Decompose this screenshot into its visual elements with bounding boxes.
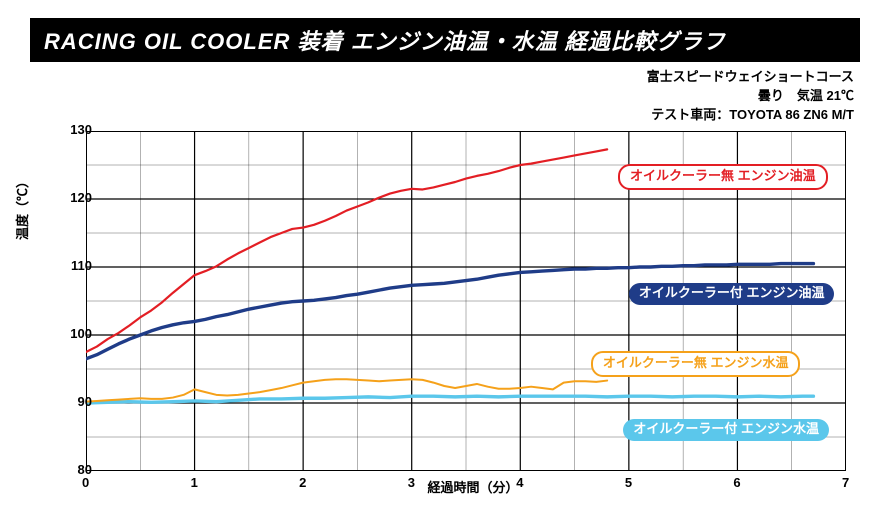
x-tick: 5 bbox=[625, 475, 632, 490]
chart-title: RACING OIL COOLER 装着 エンジン油温・水温 経過比較グラフ bbox=[30, 18, 860, 62]
x-axis-label: 経過時間（分） bbox=[86, 477, 860, 496]
x-tick: 6 bbox=[733, 475, 740, 490]
chart-area: 8090100110120130 01234567 オイルクーラー無 エンジン油… bbox=[86, 131, 860, 471]
x-tick: 1 bbox=[191, 475, 198, 490]
y-tick: 130 bbox=[70, 122, 92, 137]
chart-subtitle: 富士スピードウェイショートコース 曇り 気温 21℃ テスト車両：TOYOTA … bbox=[30, 68, 854, 125]
y-tick: 90 bbox=[78, 394, 92, 409]
x-tick: 3 bbox=[408, 475, 415, 490]
y-tick: 110 bbox=[71, 258, 92, 273]
series-label-no-cooler-water-temp: オイルクーラー無 エンジン水温 bbox=[591, 351, 801, 377]
x-tick: 7 bbox=[842, 475, 849, 490]
x-tick: 0 bbox=[82, 475, 89, 490]
subtitle-line-1: 富士スピードウェイショートコース bbox=[647, 69, 854, 84]
subtitle-line-2: 曇り 気温 21℃ bbox=[758, 88, 854, 103]
series-label-with-cooler-oil-temp: オイルクーラー付 エンジン油温 bbox=[629, 283, 835, 305]
x-tick: 4 bbox=[516, 475, 523, 490]
x-tick: 2 bbox=[299, 475, 306, 490]
y-tick: 120 bbox=[70, 190, 92, 205]
page-root: RACING OIL COOLER 装着 エンジン油温・水温 経過比較グラフ 富… bbox=[0, 0, 890, 527]
y-tick: 100 bbox=[70, 326, 92, 341]
y-axis-label: 温度（℃） bbox=[12, 175, 31, 240]
series-label-with-cooler-water-temp: オイルクーラー付 エンジン水温 bbox=[623, 419, 829, 441]
series-label-no-cooler-oil-temp: オイルクーラー無 エンジン油温 bbox=[618, 164, 828, 190]
subtitle-line-3: テスト車両：TOYOTA 86 ZN6 M/T bbox=[651, 107, 854, 122]
